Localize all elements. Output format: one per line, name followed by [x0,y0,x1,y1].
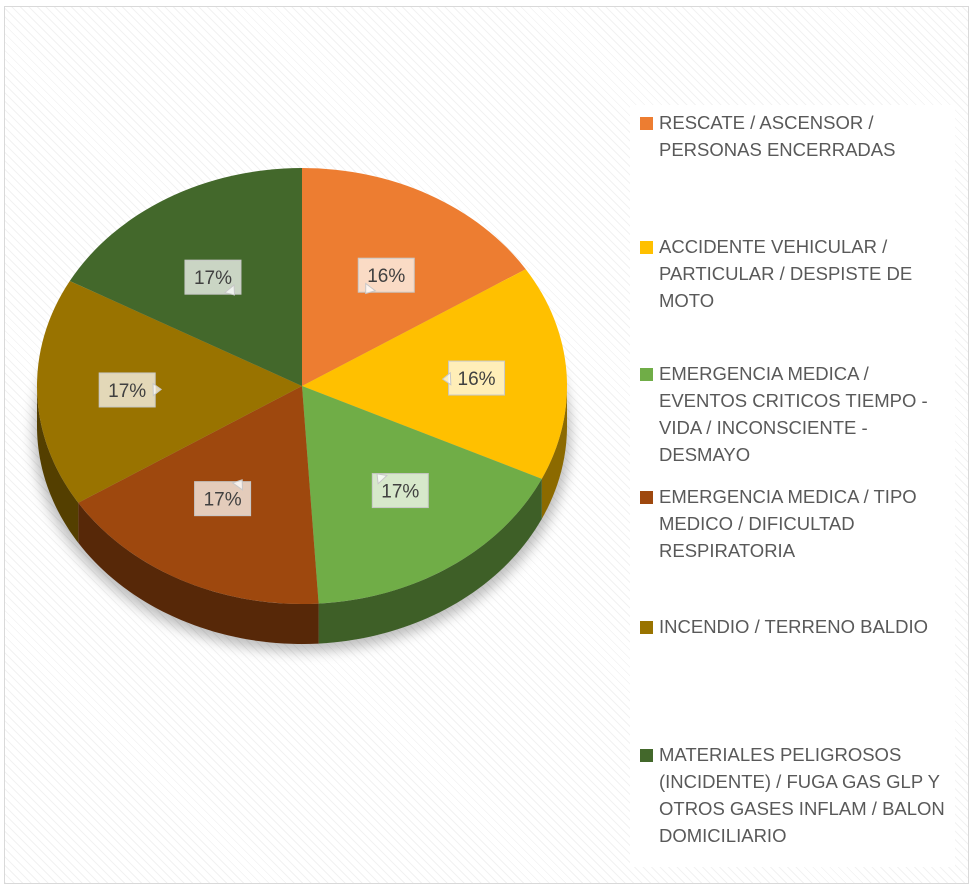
legend-label: MATERIALES PELIGROSOS (INCIDENTE) / FUGA… [659,744,945,846]
data-label-text: 17% [108,381,146,402]
legend-item-6: MATERIALES PELIGROSOS (INCIDENTE) / FUGA… [640,741,950,849]
pie-side-3 [318,478,542,644]
legend-swatch [640,117,653,130]
legend-swatch [640,368,653,381]
legend-item-1: RESCATE / ASCENSOR / PERSONAS ENCERRADAS [640,109,950,163]
legend-item-4: EMERGENCIA MEDICA / TIPO MEDICO / DIFICU… [640,483,950,564]
pie-side-4 [78,502,319,644]
legend-item-3: EMERGENCIA MEDICA / EVENTOS CRITICOS TIE… [640,360,950,468]
pie-chart: 16% 16% 17% 17% 17% 17% [33,168,571,652]
legend-swatch [640,491,653,504]
pie-side-2 [541,386,567,519]
legend-label: EMERGENCIA MEDICA / TIPO MEDICO / DIFICU… [659,486,917,561]
legend-swatch [640,749,653,762]
pie-side-5 [37,386,79,543]
legend-item-5: INCENDIO / TERRENO BALDIO [640,613,950,640]
data-label-4: 17% [194,479,252,517]
data-label-5: 17% [98,372,163,408]
legend-label: EMERGENCIA MEDICA / EVENTOS CRITICOS TIE… [659,363,928,465]
data-label-text: 16% [458,369,496,390]
legend: RESCATE / ASCENSOR / PERSONAS ENCERRADAS… [630,105,955,867]
legend-swatch [640,621,653,634]
pie-slice-2 [302,269,568,479]
data-label-1: 16% [357,257,415,295]
data-label-text: 17% [194,268,232,289]
data-label-text: 17% [381,482,419,503]
data-label-3: 17% [371,473,429,509]
pie-slice-5 [37,280,303,503]
data-label-text: 16% [367,266,405,287]
data-label-2: 16% [441,360,506,396]
pie-side-walls [37,386,567,644]
legend-label: INCENDIO / TERRENO BALDIO [659,616,928,637]
data-label-text: 17% [204,490,242,511]
legend-item-2: ACCIDENTE VEHICULAR / PARTICULAR / DESPI… [640,233,950,314]
legend-label: RESCATE / ASCENSOR / PERSONAS ENCERRADAS [659,112,896,160]
chart-area: 16% 16% 17% 17% 17% 17% RESCATE / ASCENSOR / … [4,6,969,884]
data-label-6: 17% [184,259,242,296]
legend-label: ACCIDENTE VEHICULAR / PARTICULAR / DESPI… [659,236,913,311]
legend-swatch [640,241,653,254]
